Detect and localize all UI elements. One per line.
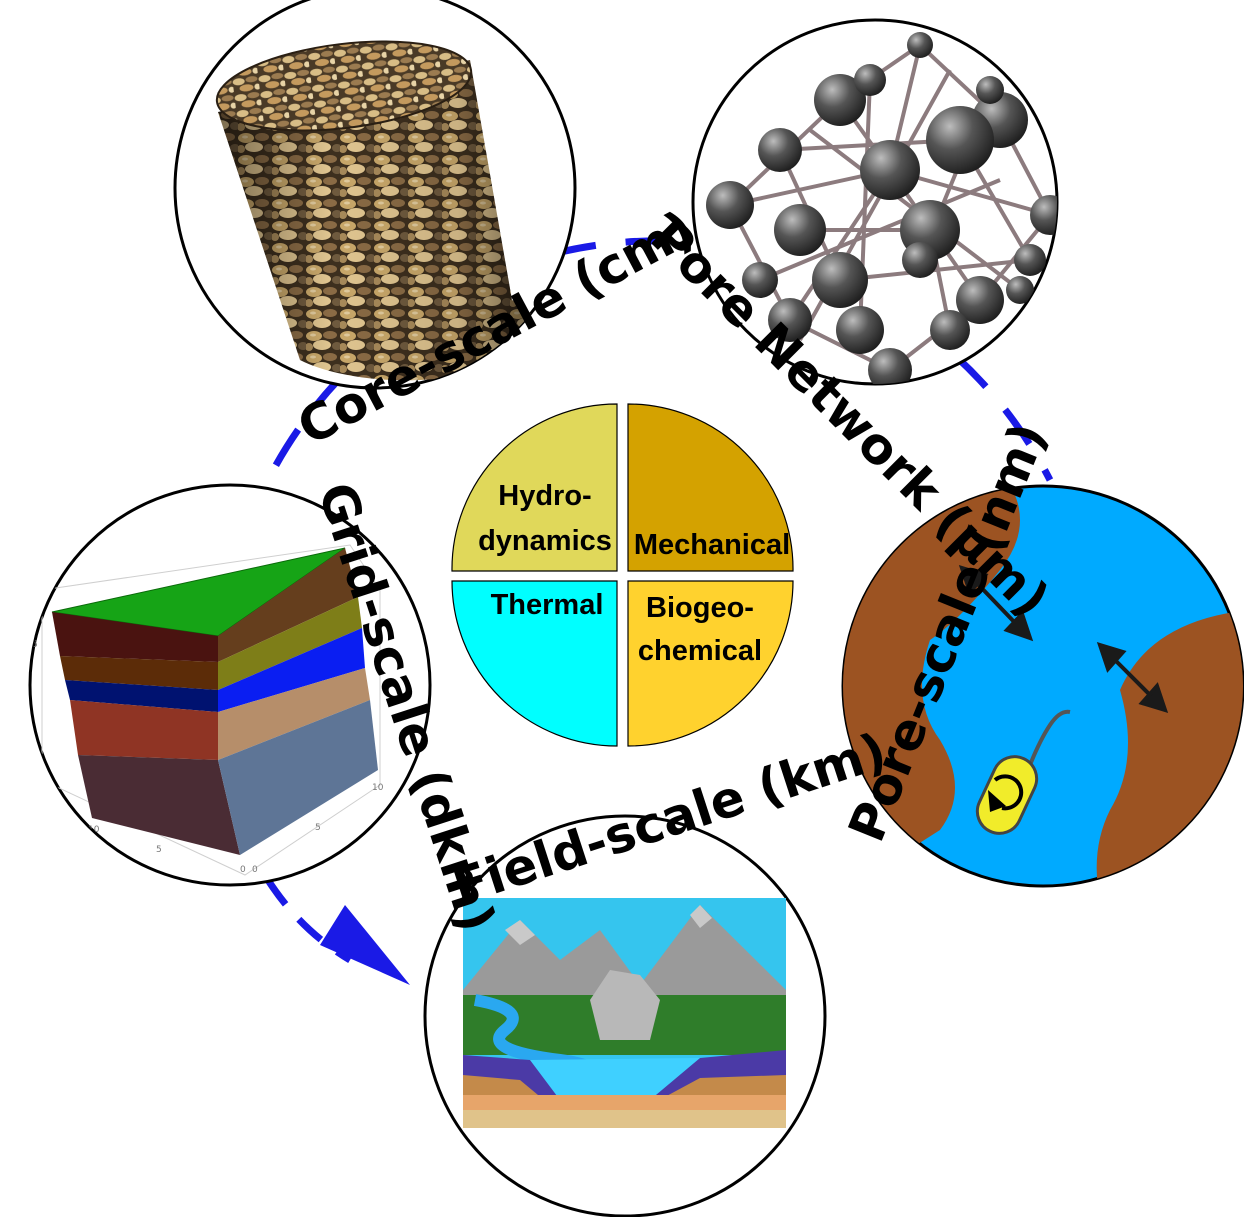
pore-network-panel (691, 18, 1059, 386)
field-scale-panel (423, 814, 827, 1217)
hydrodynamics-label-line2: dynamics (478, 525, 612, 557)
thermal-quadrant (451, 580, 618, 747)
grid-axis-tick-z-2: 5 (315, 823, 321, 833)
layered-grid-block: 5 0 10 5 0 0 5 10 (32, 544, 384, 876)
grid-axis-tick-z-3: 10 (372, 783, 384, 793)
landscape-illustration (463, 898, 786, 1128)
biogeochemical-label-line2: chemical (638, 635, 762, 667)
thermal-label: Thermal (491, 589, 604, 621)
grid-axis-tick-y-upper: 5 (32, 640, 38, 650)
rotation-arrow-icon (993, 774, 1024, 811)
process-quadrants: Hydro- dynamics Mechanical Thermal Bioge… (451, 403, 794, 747)
biogeochemical-quadrant (627, 580, 794, 747)
grid-scale-panel: 5 0 10 5 0 0 5 10 (28, 483, 432, 887)
bacterium-icon (975, 755, 1039, 835)
diffusion-arrow-right (1096, 641, 1169, 714)
core-scale-panel (173, 0, 577, 390)
grid-axis-tick-x-1: 10 (88, 825, 100, 835)
bacterium-flagellum (1028, 709, 1071, 766)
biogeochemical-label-line1: Biogeo- (646, 592, 754, 624)
grid-axis-tick-x-2: 5 (156, 845, 162, 855)
hydrodynamics-quadrant (451, 403, 618, 572)
diffusion-arrow-left (958, 564, 1034, 642)
rock-core-cylinder (215, 40, 539, 381)
cycle-arrowhead (320, 905, 410, 985)
mechanical-quadrant (627, 403, 794, 572)
pore-network-model (706, 32, 1057, 384)
grid-axis-tick-x-3: 0 (240, 865, 246, 875)
mechanical-label: Mechanical (634, 529, 790, 561)
hydrodynamics-label-line1: Hydro- (498, 480, 591, 512)
grid-axis-tick-z-1: 0 (252, 865, 258, 875)
